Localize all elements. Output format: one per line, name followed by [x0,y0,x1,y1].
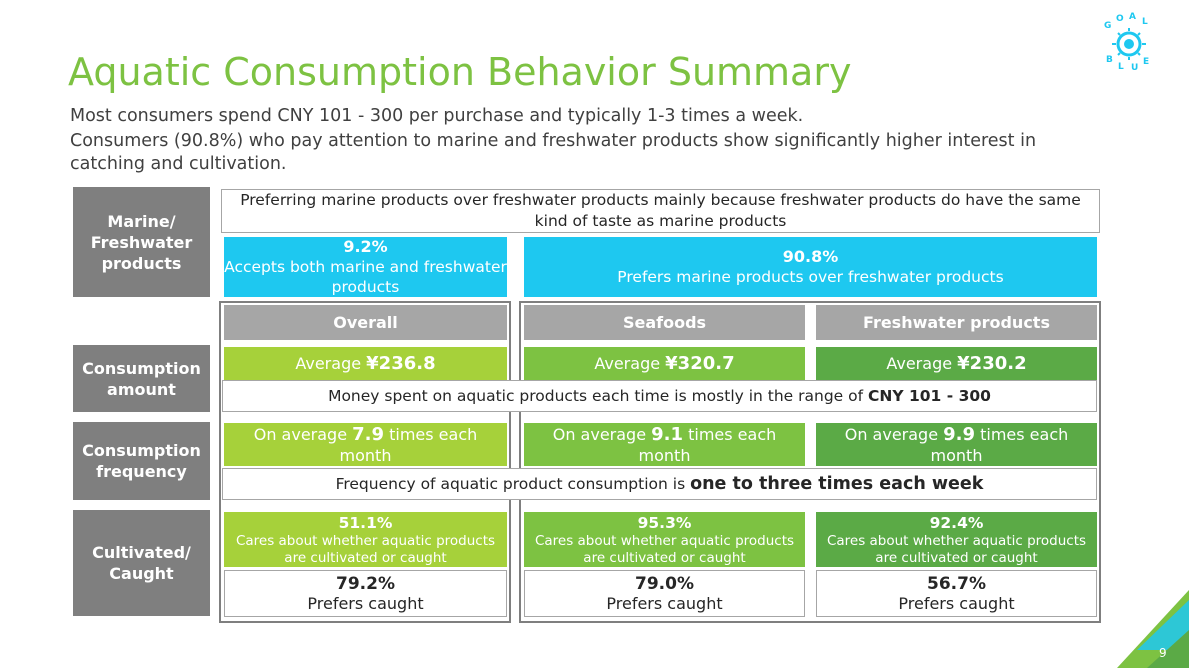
svg-text:O: O [1116,14,1124,24]
amount-note-bold: CNY 101 - 300 [868,386,991,405]
amount-prefix: Average [886,354,958,373]
cares-freshwater: 92.4% Cares about whether aquatic produc… [816,512,1097,567]
subtitle-line-2: Consumers (90.8%) who pay attention to m… [70,131,1037,151]
row-label-cultivated: Cultivated/ Caught [73,510,210,616]
cares-pct: 95.3% [637,513,692,532]
amount-range-note: Money spent on aquatic products each tim… [222,380,1097,412]
prefers-marine-pct: 90.8% [782,247,839,266]
row-label-marine: Marine/ Freshwater products [73,187,210,297]
frequency-value: 9.1 [651,424,684,445]
frequency-suffix: times each month [339,425,478,465]
frequency-value: 9.9 [943,424,976,445]
frequency-suffix: times each month [930,425,1069,465]
frequency-prefix: On average [552,425,652,444]
amount-value: ¥320.7 [665,353,735,374]
frequency-value: 7.9 [352,424,385,445]
amount-overall: Average ¥236.8 [224,347,507,380]
svg-text:B: B [1106,55,1113,65]
caught-freshwater: 56.7% Prefers caught [816,570,1097,617]
caught-pct: 79.0% [635,573,694,594]
caught-pct: 79.2% [336,573,395,594]
cares-pct: 92.4% [929,513,984,532]
accepts-both-label: Accepts both marine and freshwater produ… [224,258,507,296]
amount-value: ¥230.2 [957,353,1027,374]
svg-text:U: U [1131,63,1138,73]
caught-label: Prefers caught [307,593,424,613]
cares-seafoods: 95.3% Cares about whether aquatic produc… [524,512,805,567]
frequency-freshwater: On average 9.9 times each month [816,423,1097,466]
accepts-both-box: 9.2% Accepts both marine and freshwater … [224,237,507,297]
cares-label: Cares about whether aquatic products are… [534,532,795,566]
marine-group-frame [519,301,1101,623]
caught-label: Prefers caught [606,593,723,613]
cares-pct: 51.1% [338,513,393,532]
amount-freshwater: Average ¥230.2 [816,347,1097,380]
svg-text:G: G [1104,21,1111,31]
column-header-freshwater: Freshwater products [816,305,1097,340]
cares-overall: 51.1% Cares about whether aquatic produc… [224,512,507,567]
overall-group-frame [219,301,511,623]
amount-seafoods: Average ¥320.7 [524,347,805,380]
frequency-note-bold: one to three times each week [690,473,984,494]
subtitle-line-3: catching and cultivation. [70,154,287,174]
amount-prefix: Average [295,354,367,373]
cares-label: Cares about whether aquatic products are… [826,532,1087,566]
frequency-prefix: On average [253,425,353,444]
amount-prefix: Average [594,354,666,373]
frequency-prefix: On average [844,425,944,444]
prefers-marine-label: Prefers marine products over freshwater … [617,268,1004,286]
caught-pct: 56.7% [927,573,986,594]
frequency-note-text: Frequency of aquatic product consumption… [335,474,691,493]
column-header-seafoods: Seafoods [524,305,805,340]
subtitle-line-1: Most consumers spend CNY 101 - 300 per p… [70,106,804,126]
page-number: 9 [1159,646,1167,660]
svg-text:L: L [1118,62,1124,72]
column-header-overall: Overall [224,305,507,340]
amount-note-text: Money spent on aquatic products each tim… [328,386,869,405]
frequency-overall: On average 7.9 times each month [224,423,507,466]
svg-text:E: E [1143,57,1149,67]
frequency-seafoods: On average 9.1 times each month [524,423,805,466]
page-title: Aquatic Consumption Behavior Summary [68,50,852,94]
prefers-marine-box: 90.8% Prefers marine products over fresh… [524,237,1097,297]
amount-value: ¥236.8 [366,353,436,374]
caught-label: Prefers caught [898,593,1015,613]
corner-decoration [1117,590,1189,668]
accepts-both-pct: 9.2% [343,237,388,256]
caught-overall: 79.2% Prefers caught [224,570,507,617]
row-label-amount: Consumption amount [73,345,210,412]
svg-text:L: L [1142,17,1148,27]
marine-preference-note: Preferring marine products over freshwat… [221,189,1100,233]
row-label-frequency: Consumption frequency [73,422,210,500]
cares-label: Cares about whether aquatic products are… [235,532,496,566]
frequency-suffix: times each month [638,425,777,465]
frequency-note: Frequency of aquatic product consumption… [222,468,1097,500]
caught-seafoods: 79.0% Prefers caught [524,570,805,617]
svg-text:A: A [1129,12,1136,22]
